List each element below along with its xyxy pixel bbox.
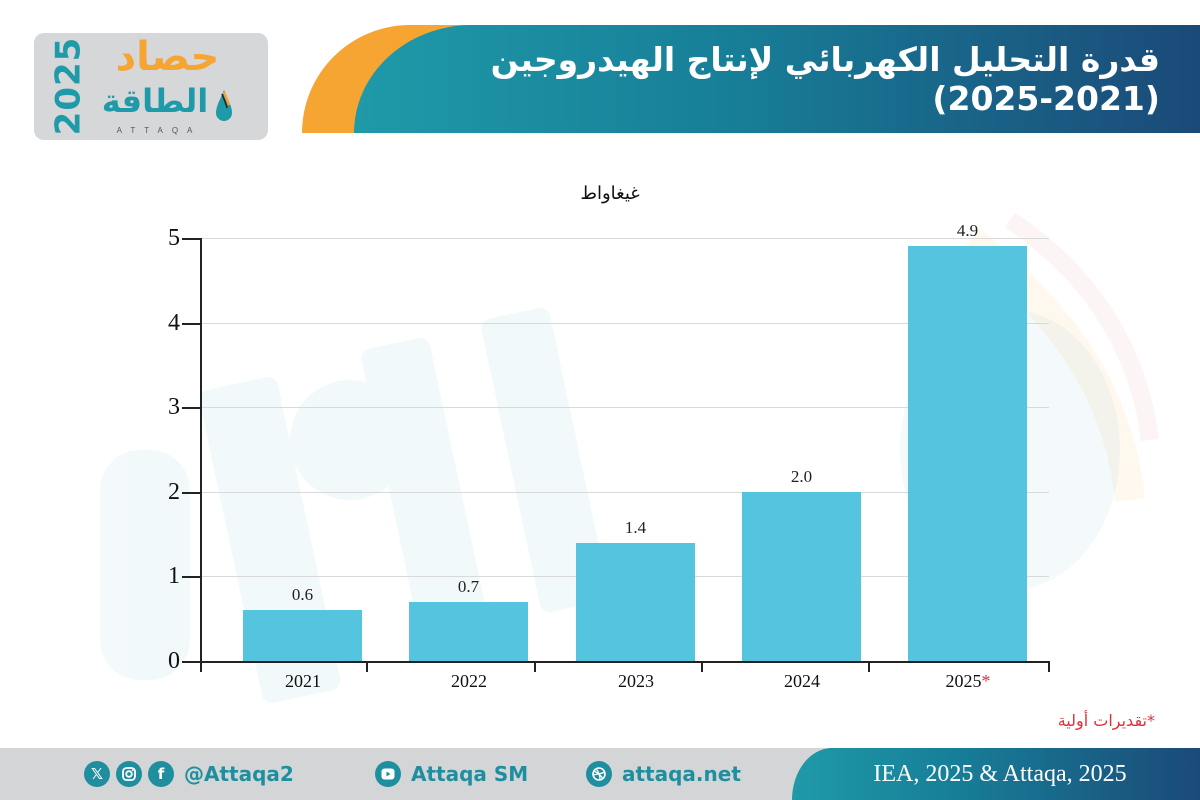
x-tick-label: 2021 xyxy=(285,671,321,691)
bar-value-label: 1.4 xyxy=(624,517,647,537)
x-tick xyxy=(701,661,703,672)
y-tick xyxy=(182,407,201,409)
instagram-icon[interactable] xyxy=(116,761,142,787)
header-band xyxy=(354,25,1200,133)
youtube-icon[interactable] xyxy=(375,761,401,787)
gridline xyxy=(201,407,1049,408)
social-handle-group[interactable]: 𝕏 f @Attaqa2 xyxy=(84,748,294,800)
logo-attaqa-text: الطاقة xyxy=(101,82,209,120)
x-tick xyxy=(534,661,536,672)
drop-icon xyxy=(216,90,232,121)
globe-icon[interactable] xyxy=(586,761,612,787)
social-handle[interactable]: @Attaqa2 xyxy=(184,762,294,786)
gridline xyxy=(201,323,1049,324)
website-link[interactable]: attaqa.net xyxy=(622,762,741,786)
bar-2024 xyxy=(742,491,861,661)
y-tick xyxy=(182,661,201,663)
bar-2022 xyxy=(409,601,528,661)
facebook-icon[interactable]: f xyxy=(148,761,174,787)
footer-source-band xyxy=(792,748,1200,800)
y-tick-label: 4 xyxy=(168,310,180,336)
youtube-group[interactable]: Attaqa SM xyxy=(375,748,528,800)
bar-2021 xyxy=(243,610,362,661)
x-icon[interactable]: 𝕏 xyxy=(84,761,110,787)
estimate-marker: * xyxy=(981,671,991,691)
youtube-channel[interactable]: Attaqa SM xyxy=(411,762,529,786)
bar-2023 xyxy=(576,542,695,661)
y-tick-label: 5 xyxy=(168,225,180,251)
gridline xyxy=(201,492,1049,493)
logo-subtitle: ATTAQA xyxy=(116,126,202,135)
x-tick xyxy=(366,661,368,672)
gridline xyxy=(201,238,1049,239)
x-tick-label: 2025* xyxy=(945,671,991,691)
bar-value-label: 0.6 xyxy=(291,585,314,605)
x-tick-label: 2024 xyxy=(784,671,820,691)
y-tick xyxy=(182,492,201,494)
y-tick-label: 2 xyxy=(168,479,180,505)
estimate-footnote: *تقديرات أولية xyxy=(1057,711,1155,730)
y-axis-unit-label: غيغاواط xyxy=(580,183,640,204)
y-tick xyxy=(182,323,201,325)
y-tick xyxy=(182,238,201,240)
y-tick xyxy=(182,576,201,578)
y-tick-label: 3 xyxy=(168,394,180,420)
x-tick xyxy=(1048,661,1050,672)
x-tick xyxy=(200,661,202,672)
logo-badge xyxy=(34,33,268,140)
y-axis xyxy=(200,238,202,672)
website-group[interactable]: attaqa.net xyxy=(586,748,741,800)
y-tick-label: 1 xyxy=(168,563,180,589)
x-tick-label: 2022 xyxy=(451,671,487,691)
page-title: قدرة التحليل الكهربائي لإنتاج الهيدروجين… xyxy=(490,40,1160,118)
bar-value-label: 4.9 xyxy=(956,221,979,241)
logo-harvest-text: حصاد xyxy=(115,34,220,80)
x-tick xyxy=(868,661,870,672)
x-axis xyxy=(200,661,1049,663)
y-tick-label: 0 xyxy=(168,648,180,674)
bar-2025 xyxy=(908,246,1027,661)
bar-value-label: 0.7 xyxy=(457,576,480,596)
source-text: IEA, 2025 & Attaqa, 2025 xyxy=(873,760,1127,787)
x-tick-label: 2023 xyxy=(618,671,654,691)
bar-value-label: 2.0 xyxy=(790,466,813,486)
